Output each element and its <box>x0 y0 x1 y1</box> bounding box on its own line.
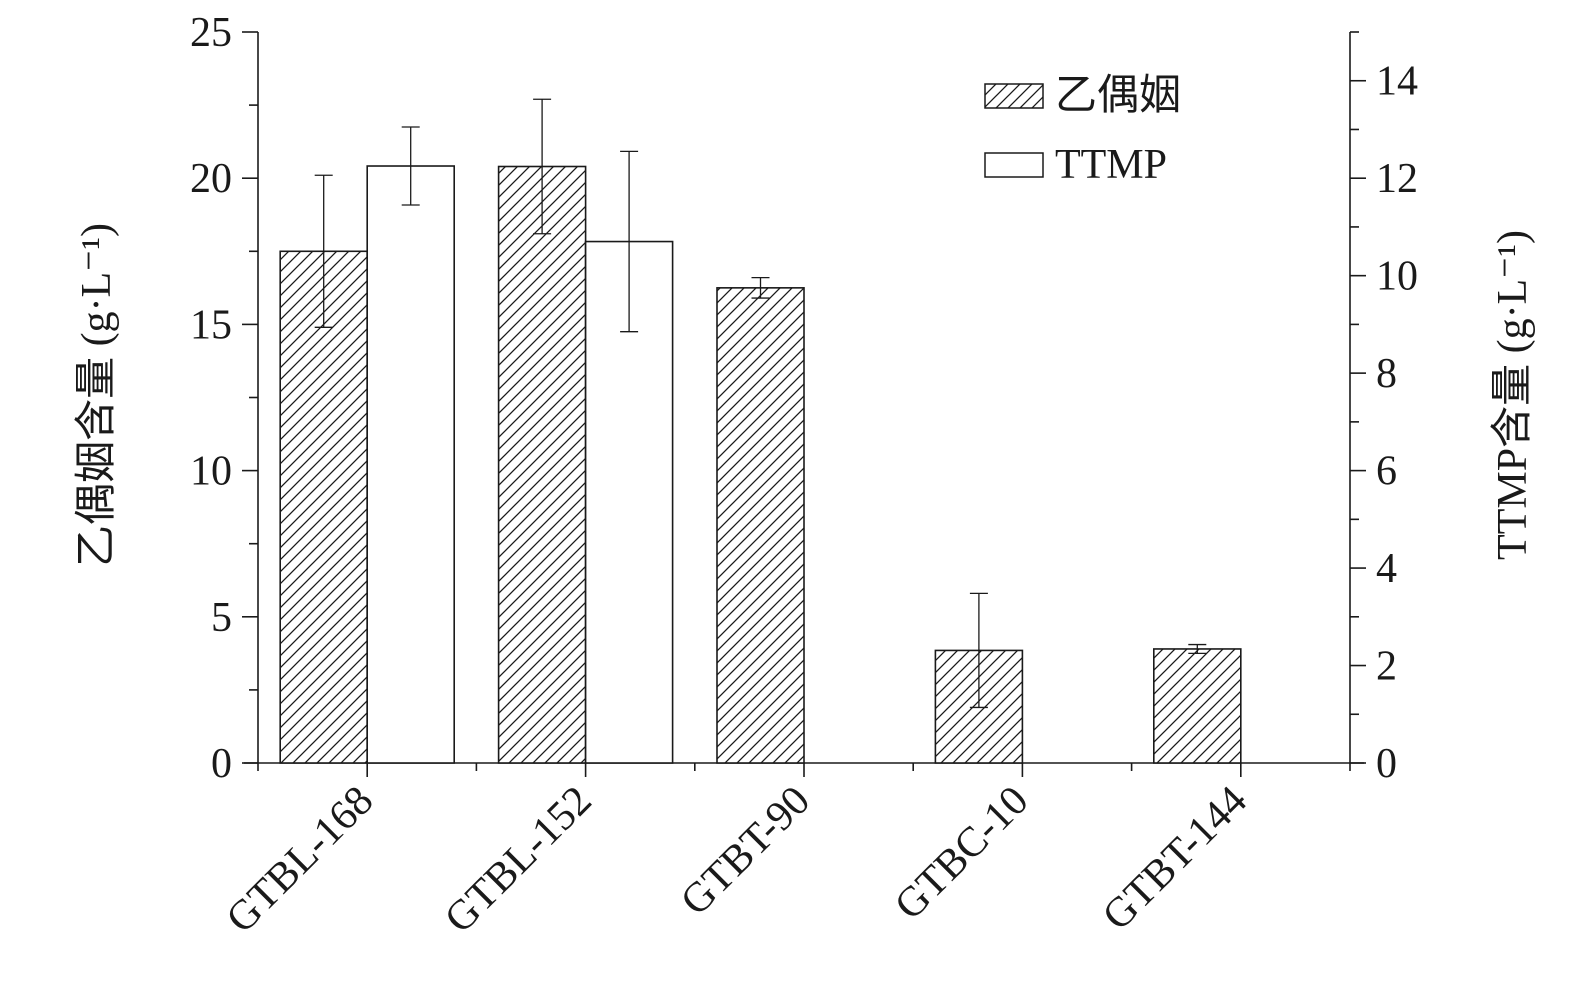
legend-label-ttmp: TTMP <box>1055 142 1167 188</box>
left-tick-label: 15 <box>190 302 232 348</box>
acetoin-bar <box>279 250 369 764</box>
plot-area: 0 5 10 15 20 25 0 2 4 6 8 10 12 14 GTBL-168 GTBL-152 GTB… <box>190 10 1418 942</box>
acetoin-bar <box>716 287 805 764</box>
legend-label-acetoin: 乙偶姻 <box>1055 73 1181 119</box>
left-tick-label: 25 <box>190 10 232 56</box>
left-tick-label: 0 <box>211 741 232 787</box>
right-tick-label: 8 <box>1376 351 1397 397</box>
ttmp-bar <box>366 165 456 764</box>
category-label: GTBL-152 <box>436 778 601 943</box>
category-label: GTBL-168 <box>218 778 383 943</box>
legend-swatch-acetoin <box>984 83 1044 109</box>
category-label: GTBC-10 <box>886 778 1037 929</box>
left-axis-title: 乙偶姻含量 (g·L⁻¹) <box>74 223 120 567</box>
left-tick-label: 20 <box>190 156 232 202</box>
right-axis-title: TTMP含量 (g·L⁻¹) <box>1490 230 1536 560</box>
right-tick-label: 12 <box>1376 156 1418 202</box>
right-tick-label: 2 <box>1376 644 1397 690</box>
legend: 乙偶姻 TTMP <box>984 73 1181 188</box>
right-tick-label: 10 <box>1376 254 1418 300</box>
category-label: GTBT-144 <box>1094 778 1256 940</box>
right-tick-label: 14 <box>1376 59 1418 105</box>
category-label: GTBT-90 <box>672 778 819 925</box>
right-tick-label: 6 <box>1376 449 1397 495</box>
left-tick-label: 5 <box>211 595 232 641</box>
right-tick-label: 4 <box>1376 546 1397 592</box>
acetoin-bar <box>497 165 587 764</box>
acetoin-bar <box>1153 648 1242 764</box>
right-tick-label: 0 <box>1376 741 1397 787</box>
left-tick-label: 10 <box>190 449 232 495</box>
legend-swatch-ttmp <box>984 152 1044 178</box>
